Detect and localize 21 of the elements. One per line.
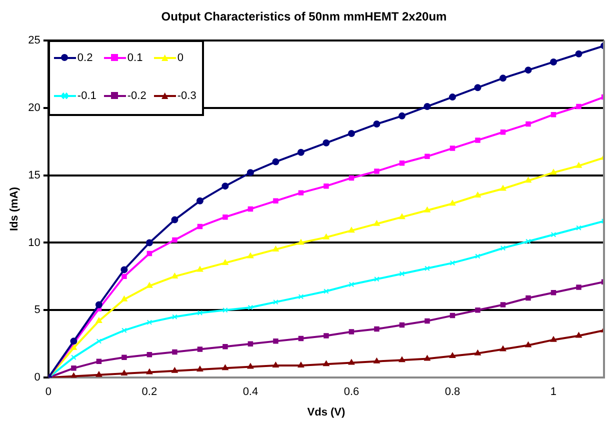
- x-tick-label: 0: [45, 386, 52, 398]
- chart-title: Output Characteristics of 50nm mmHEMT 2x20um: [161, 10, 447, 24]
- legend-label: -0.1: [77, 90, 96, 102]
- legend-label: 0: [177, 52, 184, 64]
- y-tick-label: 15: [28, 169, 40, 182]
- y-axis-title: Ids (mA): [8, 186, 21, 231]
- legend-label: 0.2: [77, 52, 93, 64]
- legend-label: 0.1: [127, 52, 143, 64]
- y-tick-label: 10: [28, 236, 40, 249]
- x-tick-label: 1: [550, 386, 557, 398]
- legend-label: -0.3: [177, 90, 196, 102]
- x-tick-label: 0.6: [344, 386, 360, 398]
- y-tick-label: 20: [28, 102, 40, 114]
- y-tick-label: 0: [34, 372, 40, 384]
- x-tick-label: 0.8: [444, 386, 460, 398]
- x-tick-label: 0.2: [142, 386, 158, 398]
- y-tick-label: 5: [34, 304, 40, 316]
- y-tick-label: 25: [28, 34, 40, 46]
- legend-label: -0.2: [127, 90, 146, 102]
- x-axis-title: Vds (V): [307, 406, 346, 418]
- x-tick-label: 0.4: [242, 386, 258, 398]
